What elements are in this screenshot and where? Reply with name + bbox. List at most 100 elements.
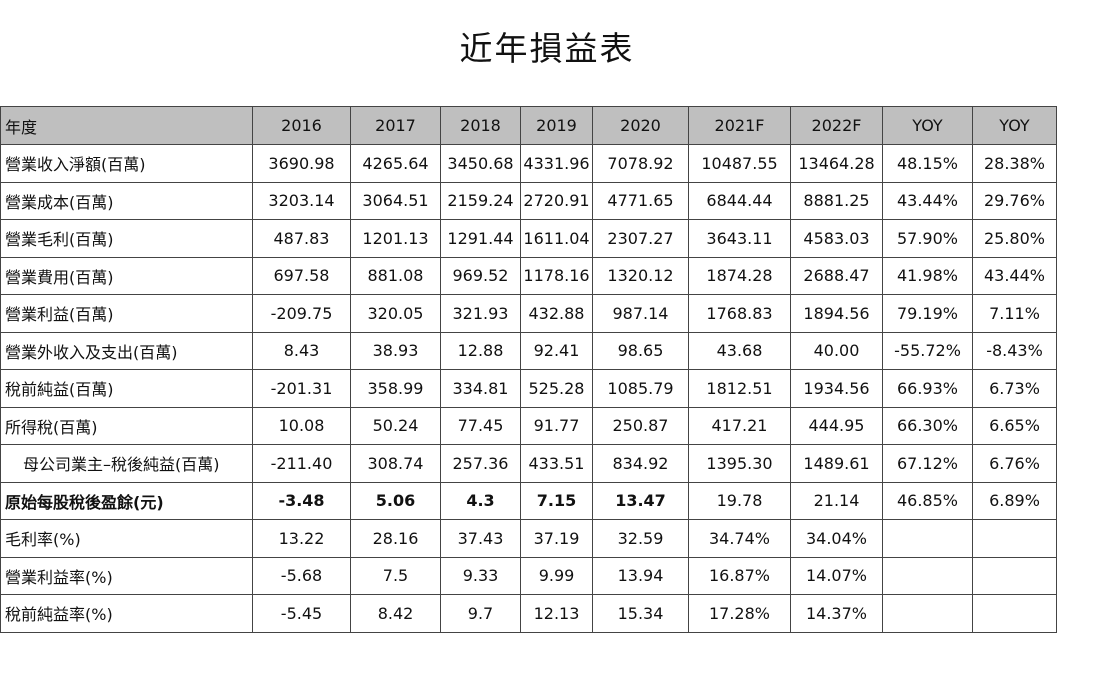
row-label: 稅前純益(百萬) bbox=[0, 369, 253, 408]
table-cell bbox=[882, 594, 973, 633]
table-cell: 987.14 bbox=[592, 294, 689, 333]
table-cell: 38.93 bbox=[350, 331, 441, 370]
table-cell: -3.48 bbox=[252, 481, 351, 520]
table-cell bbox=[972, 556, 1057, 595]
table-cell: 321.93 bbox=[440, 294, 521, 333]
income-statement-table: 年度 2016 2017 2018 2019 2020 2021F 2022F … bbox=[0, 106, 1057, 633]
table-cell: 14.37% bbox=[790, 594, 883, 633]
table-cell: 1934.56 bbox=[790, 369, 883, 408]
table-row: 稅前純益率(%) -5.45 8.42 9.7 12.13 15.34 17.28% 14.3… bbox=[0, 594, 1057, 633]
table-cell: 37.43 bbox=[440, 519, 521, 558]
table-cell: 67.12% bbox=[882, 444, 973, 483]
table-cell: 969.52 bbox=[440, 256, 521, 295]
table-cell: 4583.03 bbox=[790, 219, 883, 258]
table-cell: 13.22 bbox=[252, 519, 351, 558]
table-cell: 7.5 bbox=[350, 556, 441, 595]
column-header: YOY bbox=[972, 106, 1057, 145]
table-cell: 3450.68 bbox=[440, 144, 521, 183]
table-cell: 4.3 bbox=[440, 481, 521, 520]
table-cell: 34.04% bbox=[790, 519, 883, 558]
table-cell: 1874.28 bbox=[688, 256, 791, 295]
table-cell: 1291.44 bbox=[440, 219, 521, 258]
table-cell: 15.34 bbox=[592, 594, 689, 633]
table-cell: 8.43 bbox=[252, 331, 351, 370]
table-cell: 66.30% bbox=[882, 406, 973, 445]
table-cell: -211.40 bbox=[252, 444, 351, 483]
table-cell: 7.15 bbox=[520, 481, 593, 520]
table-row: 營業外收入及支出(百萬) 8.43 38.93 12.88 92.41 98.65 43.6… bbox=[0, 331, 1057, 370]
table-body: 營業收入淨額(百萬) 3690.98 4265.64 3450.68 4331.96 70… bbox=[0, 144, 1057, 633]
table-cell: 6.73% bbox=[972, 369, 1057, 408]
table-row: 營業成本(百萬) 3203.14 3064.51 2159.24 2720.91 4771… bbox=[0, 181, 1057, 220]
table-cell: 1489.61 bbox=[790, 444, 883, 483]
table-cell: 6.65% bbox=[972, 406, 1057, 445]
table-cell: 13.47 bbox=[592, 481, 689, 520]
table-row: 營業毛利(百萬) 487.83 1201.13 1291.44 1611.04 2307.… bbox=[0, 219, 1057, 258]
table-cell: 3690.98 bbox=[252, 144, 351, 183]
table-cell: 487.83 bbox=[252, 219, 351, 258]
table-cell: 2688.47 bbox=[790, 256, 883, 295]
table-cell: 2720.91 bbox=[520, 181, 593, 220]
table-cell: 4771.65 bbox=[592, 181, 689, 220]
table-cell: 433.51 bbox=[520, 444, 593, 483]
column-header: 2020 bbox=[592, 106, 689, 145]
table-cell: 1085.79 bbox=[592, 369, 689, 408]
table-cell: 34.74% bbox=[688, 519, 791, 558]
table-cell: -5.45 bbox=[252, 594, 351, 633]
table-cell: 21.14 bbox=[790, 481, 883, 520]
table-cell: 16.87% bbox=[688, 556, 791, 595]
row-label: 營業外收入及支出(百萬) bbox=[0, 331, 253, 370]
table-cell: 8881.25 bbox=[790, 181, 883, 220]
table-cell: 6.76% bbox=[972, 444, 1057, 483]
column-header: 年度 bbox=[0, 106, 253, 145]
table-cell: 77.45 bbox=[440, 406, 521, 445]
table-cell: 29.76% bbox=[972, 181, 1057, 220]
table-cell: 1812.51 bbox=[688, 369, 791, 408]
table-cell: 9.7 bbox=[440, 594, 521, 633]
table-cell: 37.19 bbox=[520, 519, 593, 558]
table-cell: 5.06 bbox=[350, 481, 441, 520]
table-cell: 46.85% bbox=[882, 481, 973, 520]
column-header: 2016 bbox=[252, 106, 351, 145]
table-cell: 3203.14 bbox=[252, 181, 351, 220]
table-cell: 3064.51 bbox=[350, 181, 441, 220]
table-cell: 32.59 bbox=[592, 519, 689, 558]
table-cell: 1894.56 bbox=[790, 294, 883, 333]
table-cell: 320.05 bbox=[350, 294, 441, 333]
row-label: 營業利益率(%) bbox=[0, 556, 253, 595]
row-label: 營業收入淨額(百萬) bbox=[0, 144, 253, 183]
table-header-row: 年度 2016 2017 2018 2019 2020 2021F 2022F … bbox=[0, 106, 1057, 145]
table-cell: 79.19% bbox=[882, 294, 973, 333]
table-cell: 43.44% bbox=[882, 181, 973, 220]
table-row: 毛利率(%) 13.22 28.16 37.43 37.19 32.59 34.74% 34.… bbox=[0, 519, 1057, 558]
table-cell bbox=[972, 519, 1057, 558]
table-row: 母公司業主–稅後純益(百萬) -211.40 308.74 257.36 433.51 8… bbox=[0, 444, 1057, 483]
table-cell: 50.24 bbox=[350, 406, 441, 445]
column-header: 2019 bbox=[520, 106, 593, 145]
table-cell: 17.28% bbox=[688, 594, 791, 633]
table-cell: 28.16 bbox=[350, 519, 441, 558]
table-row: 營業利益(百萬) -209.75 320.05 321.93 432.88 987.14 1… bbox=[0, 294, 1057, 333]
table-cell: 257.36 bbox=[440, 444, 521, 483]
table-cell: 66.93% bbox=[882, 369, 973, 408]
table-cell: 41.98% bbox=[882, 256, 973, 295]
table-cell: 1320.12 bbox=[592, 256, 689, 295]
table-cell: 334.81 bbox=[440, 369, 521, 408]
table-cell: 1611.04 bbox=[520, 219, 593, 258]
table-cell: 697.58 bbox=[252, 256, 351, 295]
table-cell: 8.42 bbox=[350, 594, 441, 633]
table-cell: 308.74 bbox=[350, 444, 441, 483]
column-header: 2017 bbox=[350, 106, 441, 145]
table-cell: 9.99 bbox=[520, 556, 593, 595]
table-cell: 2159.24 bbox=[440, 181, 521, 220]
table-cell: 13464.28 bbox=[790, 144, 883, 183]
row-label: 營業毛利(百萬) bbox=[0, 219, 253, 258]
table-cell: 10487.55 bbox=[688, 144, 791, 183]
table-cell: -209.75 bbox=[252, 294, 351, 333]
table-cell: 2307.27 bbox=[592, 219, 689, 258]
table-cell bbox=[972, 594, 1057, 633]
table-cell: 6844.44 bbox=[688, 181, 791, 220]
table-row: 原始每股稅後盈餘(元) -3.48 5.06 4.3 7.15 13.47 19.78 21.… bbox=[0, 481, 1057, 520]
table-cell: 3643.11 bbox=[688, 219, 791, 258]
row-label: 營業成本(百萬) bbox=[0, 181, 253, 220]
